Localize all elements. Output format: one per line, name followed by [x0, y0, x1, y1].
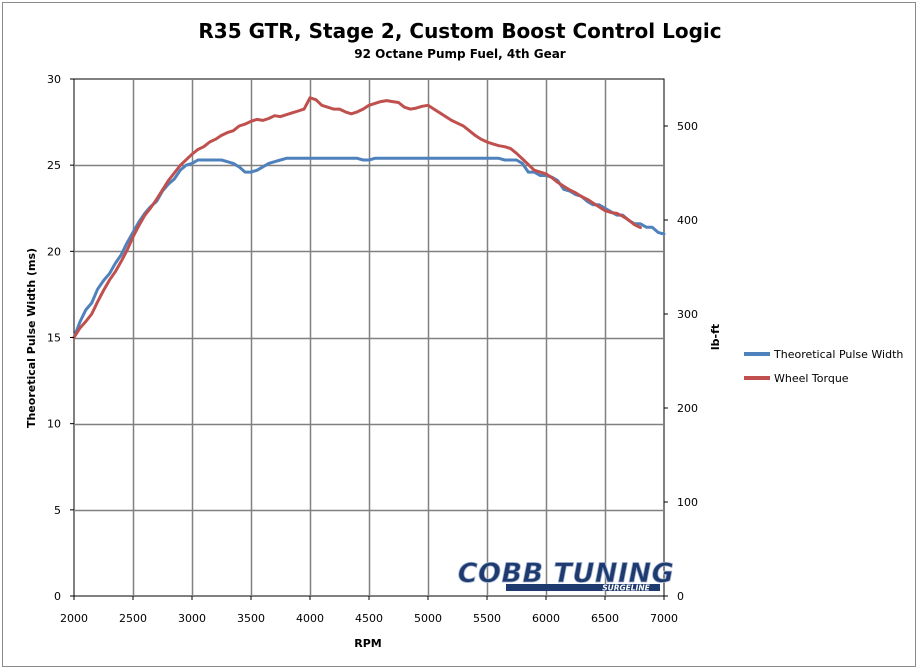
y-tick-label: 20 [47, 245, 61, 258]
y-axis-ticks: 0 5 10 15 20 25 30 [47, 73, 74, 603]
y-tick-label: 0 [54, 590, 61, 603]
chart-subtitle: 92 Octane Pump Fuel, 4th Gear [354, 47, 566, 61]
y2-tick-label: 500 [677, 120, 698, 133]
y-tick-label: 25 [47, 159, 61, 172]
y2-tick-label: 100 [677, 496, 698, 509]
x-tick-label: 2000 [60, 612, 88, 625]
y2-tick-label: 0 [677, 590, 684, 603]
cobb-tuning-logo: COBB TUNING SURGELINE [457, 558, 674, 593]
x-tick-label: 6500 [591, 612, 619, 625]
grid [74, 79, 664, 596]
x-tick-label: 4500 [355, 612, 383, 625]
x-tick-label: 6000 [532, 612, 560, 625]
x-tick-label: 5000 [414, 612, 442, 625]
y2-tick-label: 400 [677, 214, 698, 227]
series-line-wheel-torque [72, 96, 642, 339]
x-tick-label: 3500 [237, 612, 265, 625]
legend-label-wheel-torque: Wheel Torque [774, 372, 849, 385]
y-axis-title: Theoretical Pulse Width (ms) [25, 248, 38, 428]
x-axis-ticks: 2000 2500 3000 3500 4000 4500 5000 5500 6000 6500… [60, 596, 678, 625]
chart-title: R35 GTR, Stage 2, Custom Boost Control L… [198, 19, 721, 43]
x-tick-label: 7000 [650, 612, 678, 625]
series-layer [72, 96, 666, 339]
logo-underline-bar [506, 584, 660, 591]
logo-sub-text: SURGELINE [602, 584, 650, 593]
y2-tick-label: 200 [677, 402, 698, 415]
y-tick-label: 30 [47, 73, 61, 86]
y-tick-label: 10 [47, 418, 61, 431]
legend-label-pulse-width: Theoretical Pulse Width [773, 348, 903, 361]
x-tick-label: 3000 [178, 612, 206, 625]
y-tick-label: 15 [47, 332, 61, 345]
x-tick-label: 2500 [119, 612, 147, 625]
x-tick-label: 4000 [296, 612, 324, 625]
legend: Theoretical Pulse Width Wheel Torque [744, 348, 903, 385]
x-axis-title: RPM [354, 637, 381, 650]
y2-axis-title: lb-ft [709, 324, 722, 350]
x-tick-label: 5500 [473, 612, 501, 625]
y2-axis-ticks: 0 100 200 300 400 500 [664, 120, 698, 603]
y-tick-label: 5 [54, 504, 61, 517]
y2-tick-label: 300 [677, 308, 698, 321]
